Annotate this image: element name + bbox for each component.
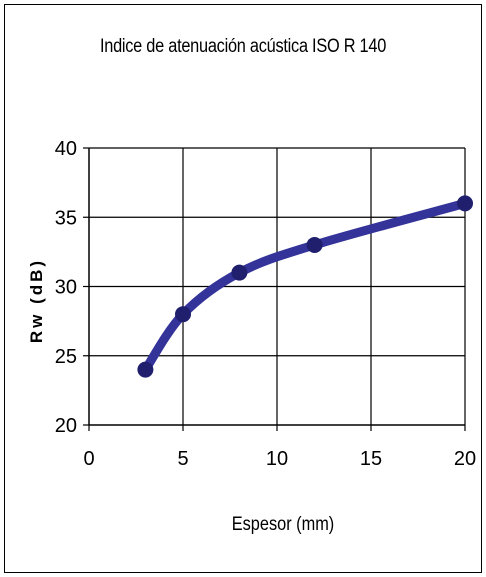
x-tick-label: 10 (266, 448, 288, 470)
x-tick-label: 5 (177, 448, 188, 470)
grid-lines (89, 147, 466, 425)
data-point (306, 236, 323, 253)
x-axis-label: Espesor (mm) (232, 513, 334, 534)
x-tick-label: 20 (454, 448, 476, 470)
tick-labels: 20 25 30 35 40 0 5 10 15 20 (55, 138, 476, 470)
y-axis-label: Rw (dB) (27, 258, 46, 343)
chart-frame (4, 4, 482, 573)
y-tick-label: 40 (55, 138, 77, 160)
chart-title: Indice de atenuación acústica ISO R 140 (99, 36, 387, 57)
y-tick-label: 20 (55, 415, 77, 437)
x-tick-label: 15 (360, 448, 382, 470)
axes (83, 147, 466, 431)
x-tick-label: 0 (83, 448, 94, 470)
y-tick-label: 35 (55, 207, 77, 229)
series-layer (137, 195, 473, 378)
data-point (457, 195, 473, 212)
data-point (137, 361, 154, 378)
y-tick-label: 25 (55, 346, 77, 368)
y-tick-label: 30 (55, 277, 77, 299)
data-point (231, 264, 248, 281)
data-point (175, 306, 191, 323)
